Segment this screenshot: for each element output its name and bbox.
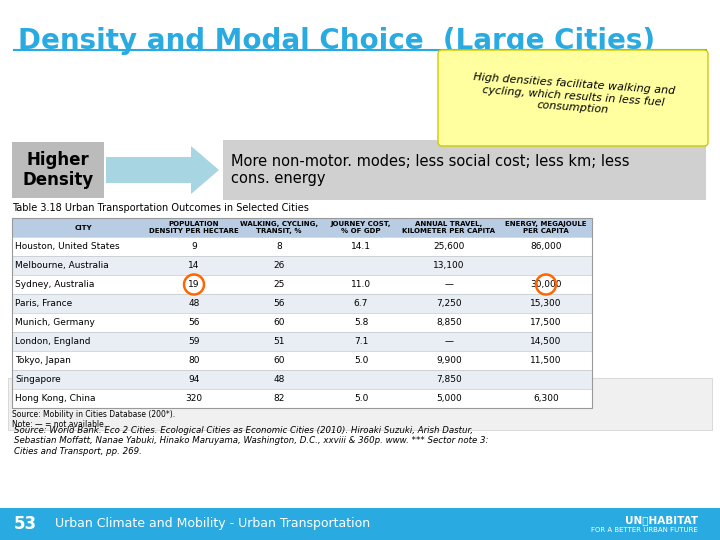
Text: High densities facilitate walking and
cycling, which results in less fuel
consum: High densities facilitate walking and cy…: [471, 72, 675, 120]
Text: 320: 320: [186, 394, 202, 403]
Text: 60: 60: [274, 318, 284, 327]
Text: ANNUAL TRAVEL,
KILOMETER PER CAPITA: ANNUAL TRAVEL, KILOMETER PER CAPITA: [402, 221, 495, 234]
Text: 7.1: 7.1: [354, 337, 368, 346]
Text: Singapore: Singapore: [15, 375, 60, 384]
Text: 30,000: 30,000: [530, 280, 562, 289]
Text: 15,300: 15,300: [530, 299, 562, 308]
Text: 56: 56: [188, 318, 199, 327]
Text: 6.7: 6.7: [354, 299, 368, 308]
Text: More non-motor. modes; less social cost; less km; less
cons. energy: More non-motor. modes; less social cost;…: [231, 154, 629, 186]
Text: 8,850: 8,850: [436, 318, 462, 327]
Text: Source: World Bank. Eco 2 Cities. Ecological Cities as Economic Cities (2010). H: Source: World Bank. Eco 2 Cities. Ecolog…: [14, 426, 488, 456]
Text: 6,300: 6,300: [533, 394, 559, 403]
FancyBboxPatch shape: [12, 142, 104, 198]
Text: 5.8: 5.8: [354, 318, 368, 327]
Text: 11,500: 11,500: [530, 356, 562, 365]
Text: JOURNEY COST,
% OF GDP: JOURNEY COST, % OF GDP: [330, 221, 391, 234]
Text: 5,000: 5,000: [436, 394, 462, 403]
Text: 8: 8: [276, 242, 282, 251]
Text: WALKING, CYCLING,
TRANSIT, %: WALKING, CYCLING, TRANSIT, %: [240, 221, 318, 234]
Text: 94: 94: [189, 375, 199, 384]
Text: Sydney, Australia: Sydney, Australia: [15, 280, 94, 289]
Text: POPULATION
DENSITY PER HECTARE: POPULATION DENSITY PER HECTARE: [149, 221, 239, 234]
Bar: [8, 378, 712, 430]
Text: UNⒼHABITAT: UNⒼHABITAT: [625, 515, 698, 525]
Text: CITY: CITY: [74, 225, 92, 231]
Text: 48: 48: [274, 375, 284, 384]
Bar: [12, 389, 592, 408]
Text: 11.0: 11.0: [351, 280, 371, 289]
Text: Higher
Density: Higher Density: [22, 151, 94, 190]
Text: Urban Climate and Mobility - Urban Transportation: Urban Climate and Mobility - Urban Trans…: [55, 517, 370, 530]
Bar: [12, 332, 592, 351]
Text: Paris, France: Paris, France: [15, 299, 72, 308]
Text: 5.0: 5.0: [354, 356, 368, 365]
Text: 80: 80: [188, 356, 199, 365]
Bar: [12, 313, 592, 332]
Text: 60: 60: [274, 356, 284, 365]
FancyBboxPatch shape: [223, 140, 706, 200]
Text: 17,500: 17,500: [530, 318, 562, 327]
Text: —: —: [444, 280, 454, 289]
Text: 14.1: 14.1: [351, 242, 371, 251]
Text: 82: 82: [274, 394, 284, 403]
Text: 25: 25: [274, 280, 284, 289]
Text: 51: 51: [274, 337, 284, 346]
Text: Melbourne, Australia: Melbourne, Australia: [15, 261, 109, 270]
Bar: [12, 275, 592, 294]
Text: ENERGY, MEGAJOULE
PER CAPITA: ENERGY, MEGAJOULE PER CAPITA: [505, 221, 587, 234]
Bar: [12, 218, 592, 237]
Bar: [12, 237, 592, 256]
Text: Source: Mobility in Cities Database (200*).
Note: — = not available.: Source: Mobility in Cities Database (200…: [12, 410, 175, 429]
Text: 56: 56: [274, 299, 284, 308]
Text: 19: 19: [188, 280, 199, 289]
Bar: [0, 508, 720, 540]
Polygon shape: [106, 146, 219, 194]
Text: 5.0: 5.0: [354, 394, 368, 403]
Text: 14,500: 14,500: [531, 337, 562, 346]
Text: —: —: [444, 337, 454, 346]
Text: Hong Kong, China: Hong Kong, China: [15, 394, 96, 403]
Bar: [12, 218, 592, 408]
Text: 14: 14: [189, 261, 199, 270]
Text: 9: 9: [191, 242, 197, 251]
Text: London, England: London, England: [15, 337, 91, 346]
Text: 7,250: 7,250: [436, 299, 462, 308]
Text: Tokyo, Japan: Tokyo, Japan: [15, 356, 71, 365]
Text: 53: 53: [14, 515, 37, 533]
Text: 13,100: 13,100: [433, 261, 464, 270]
Text: FOR A BETTER URBAN FUTURE: FOR A BETTER URBAN FUTURE: [591, 527, 698, 533]
Bar: [12, 370, 592, 389]
Text: Table 3.18 Urban Transportation Outcomes in Selected Cities: Table 3.18 Urban Transportation Outcomes…: [12, 203, 309, 213]
Text: Munich, Germany: Munich, Germany: [15, 318, 95, 327]
Text: 86,000: 86,000: [530, 242, 562, 251]
FancyBboxPatch shape: [438, 50, 708, 146]
Bar: [12, 351, 592, 370]
Bar: [12, 256, 592, 275]
Text: Density and Modal Choice  (Large Cities): Density and Modal Choice (Large Cities): [18, 27, 655, 55]
Text: 48: 48: [189, 299, 199, 308]
Text: 59: 59: [188, 337, 199, 346]
Text: 9,900: 9,900: [436, 356, 462, 365]
Text: 26: 26: [274, 261, 284, 270]
Text: Houston, United States: Houston, United States: [15, 242, 120, 251]
Bar: [12, 294, 592, 313]
Text: 25,600: 25,600: [433, 242, 464, 251]
Text: 7,850: 7,850: [436, 375, 462, 384]
